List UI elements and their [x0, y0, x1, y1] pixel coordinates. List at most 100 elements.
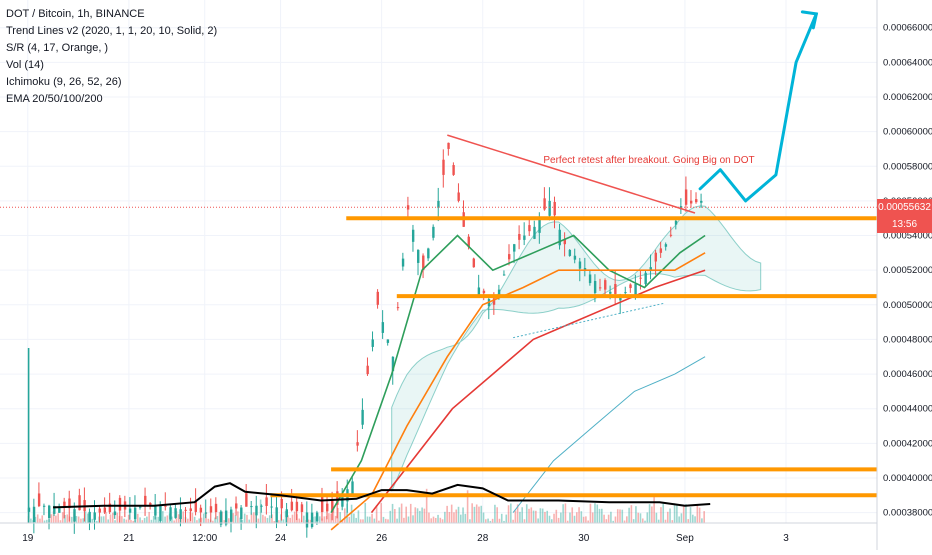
volume-bar: [64, 514, 66, 523]
y-tick-label: 0.00066000: [883, 23, 932, 34]
volume-bar: [694, 516, 696, 523]
x-tick-label: 21: [123, 533, 135, 544]
volume-bar: [616, 509, 619, 523]
candle-body: [497, 289, 501, 296]
candle-body: [58, 506, 61, 513]
candle-body: [255, 505, 258, 516]
volume-bar: [430, 518, 433, 523]
candle-body: [523, 235, 526, 240]
volume-bar: [396, 518, 398, 523]
candle-body: [194, 501, 198, 512]
candle-body: [452, 165, 455, 175]
candle-body: [659, 248, 663, 253]
volume-bar: [459, 514, 462, 523]
candle-body: [391, 356, 395, 372]
volume-bar: [243, 513, 246, 523]
candle-body: [290, 501, 294, 511]
volume-bar: [582, 516, 585, 523]
candle-body: [295, 501, 299, 512]
ema50-line: [330, 252, 706, 531]
volume-bar: [644, 520, 646, 523]
volume-bar: [457, 506, 460, 523]
volume-bar: [666, 511, 669, 523]
volume-bar: [639, 513, 642, 523]
candle-body: [583, 267, 587, 271]
candle-body: [624, 292, 627, 294]
legend-title: DOT / Bitcoin, 1h, BINANCE: [6, 8, 145, 20]
volume-bar: [373, 518, 376, 523]
volume-bar: [482, 512, 485, 523]
volume-bar: [626, 516, 628, 523]
volume-bar: [421, 507, 423, 523]
candle-body: [118, 497, 122, 511]
y-tick-label: 0.00046000: [883, 369, 932, 380]
volume-bar: [539, 508, 542, 523]
volume-bar: [603, 514, 605, 523]
volume-bar: [548, 515, 551, 523]
candle-body: [528, 225, 531, 232]
candle-body: [179, 509, 182, 520]
volume-bar: [146, 516, 148, 523]
candle-body: [568, 249, 572, 256]
volume-bar: [66, 514, 69, 523]
volume-bar: [655, 512, 658, 523]
volume-bar: [585, 516, 587, 523]
volume-bar: [469, 519, 471, 523]
volume-bar: [428, 512, 430, 523]
volume-bar: [555, 509, 558, 523]
candle-body: [396, 307, 400, 309]
candle-body: [113, 511, 117, 516]
candle-body: [336, 491, 339, 505]
volume-bar: [503, 520, 505, 523]
volume-bar: [571, 507, 574, 523]
candle-body: [639, 277, 642, 279]
volume-bar: [250, 513, 253, 523]
candle-body: [184, 509, 187, 511]
volume-bar: [671, 520, 674, 523]
volume-bar: [701, 518, 703, 523]
volume-bar: [268, 515, 271, 523]
x-tick-label: 24: [275, 533, 287, 544]
volume-bar: [239, 517, 241, 523]
candle-body: [270, 506, 273, 508]
volume-bar: [362, 519, 364, 523]
volume-bar: [39, 518, 41, 523]
volume-bar: [544, 511, 546, 523]
volume-bar: [598, 508, 601, 523]
candle-body: [502, 274, 506, 276]
volume-bar: [566, 520, 569, 523]
volume-bar: [491, 518, 494, 523]
candle-body: [68, 498, 71, 509]
volume-bar: [321, 518, 323, 523]
volume-bar: [193, 516, 196, 523]
volume-bar: [191, 512, 194, 523]
volume-bar: [366, 516, 369, 523]
x-tick-label: 19: [22, 533, 34, 544]
candle-body: [649, 267, 652, 270]
volume-bar: [355, 517, 357, 523]
volume-bar: [271, 514, 273, 523]
volume-bar: [59, 520, 62, 523]
candle-body: [320, 496, 324, 513]
volume-bar: [350, 504, 353, 523]
candle-body: [103, 507, 107, 513]
candle-body: [432, 226, 435, 238]
volume-bar: [569, 512, 571, 523]
volume-bar: [50, 514, 53, 523]
volume-bar: [637, 512, 640, 523]
volume-bar: [257, 518, 260, 523]
candle-body: [492, 298, 496, 305]
volume-bar: [77, 516, 80, 523]
volume-bar: [130, 519, 132, 523]
volume-ma-line: [53, 482, 711, 509]
volume-bar: [537, 518, 539, 523]
candle-body: [482, 290, 486, 294]
x-tick-label: 28: [477, 533, 489, 544]
volume-bar: [541, 508, 544, 523]
candle-body: [169, 507, 172, 520]
candle-body: [214, 503, 218, 513]
candle-body: [422, 255, 425, 271]
candle-body: [558, 229, 561, 246]
